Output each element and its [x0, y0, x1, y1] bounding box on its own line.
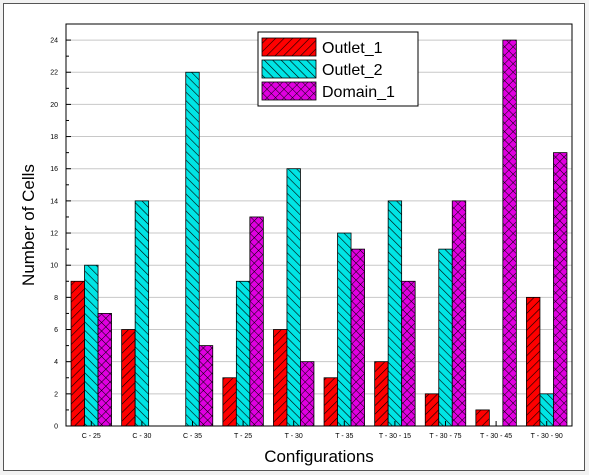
y-tick-label: 18 [50, 134, 58, 141]
x-tick-label: T - 30 - 75 [429, 433, 461, 440]
bar-outlet-1 [323, 377, 338, 427]
bar-outlet-2 [286, 168, 301, 427]
x-tick-label: T - 35 [335, 433, 353, 440]
y-tick-label: 22 [50, 70, 58, 77]
legend-label: Domain_1 [322, 84, 395, 101]
legend: Outlet_1 Outlet_2 Domain_1 [257, 31, 419, 107]
legend-swatch [261, 37, 317, 57]
bars [70, 39, 568, 427]
y-tick-label: 12 [50, 231, 58, 238]
y-tick-label: 16 [50, 166, 58, 173]
bar-outlet-2 [387, 200, 403, 427]
plot-area-border [65, 23, 573, 427]
bar-outlet-1 [526, 296, 541, 427]
x-axis-label: Configurations [264, 447, 374, 466]
bar-outlet-1 [374, 361, 389, 427]
bar-outlet-1 [475, 409, 490, 427]
y-tick-label: 24 [50, 38, 58, 45]
bar-outlet-1 [273, 329, 288, 427]
bar-domain-1 [198, 345, 214, 427]
y-axis-label: Number of Cells [19, 164, 38, 286]
x-tick-label: C - 35 [183, 433, 202, 440]
bar-domain-1 [97, 313, 112, 427]
y-tick-label: 8 [54, 295, 58, 302]
bar-outlet-2 [235, 280, 251, 427]
bar-domain-1 [553, 152, 568, 427]
x-tick-label: T - 30 [285, 433, 303, 440]
x-tick-label: C - 30 [132, 433, 151, 440]
x-tick-label: T - 30 - 15 [379, 433, 411, 440]
y-tick-label: 2 [54, 391, 58, 398]
x-tick-label: C - 25 [82, 433, 101, 440]
y-tick-label: 10 [50, 263, 58, 270]
x-tick-label: T - 30 - 45 [480, 433, 512, 440]
bar-outlet-2 [134, 200, 150, 427]
x-axis-ticks: C - 25 C - 30 C - 35 T - 25 T - 30 T - 35 T - … [82, 421, 563, 440]
legend-swatch [261, 81, 317, 101]
legend-label: Outlet_2 [322, 62, 383, 79]
bar-outlet-2 [84, 264, 99, 427]
bar-domain-1 [300, 361, 315, 427]
y-tick-label: 20 [50, 102, 58, 109]
bar-domain-1 [350, 248, 365, 427]
bar-outlet-2 [337, 232, 352, 427]
legend-label: Outlet_1 [322, 40, 383, 57]
x-tick-label: T - 25 [234, 433, 252, 440]
x-tick-label: T - 30 - 90 [531, 433, 563, 440]
y-tick-label: 0 [54, 424, 58, 431]
bar-domain-1 [401, 280, 416, 427]
chart-frame: 0 2 4 6 8 10 12 14 16 18 20 22 24 C - 25 C - 30 C - 35… [3, 3, 585, 471]
bar-outlet-2 [185, 71, 200, 427]
y-tick-label: 6 [54, 327, 58, 334]
bar-domain-1 [502, 39, 517, 427]
bar-outlet-1 [424, 393, 440, 427]
legend-swatch [261, 59, 317, 79]
bar-outlet-1 [70, 280, 85, 427]
y-tick-label: 4 [54, 359, 58, 366]
bar-domain-1 [451, 200, 467, 427]
bar-outlet-1 [222, 377, 237, 427]
bar-outlet-1 [121, 329, 136, 427]
bar-outlet-2 [438, 248, 453, 427]
y-tick-label: 14 [50, 198, 58, 205]
grid-lines [66, 39, 572, 395]
bar-domain-1 [249, 216, 264, 427]
